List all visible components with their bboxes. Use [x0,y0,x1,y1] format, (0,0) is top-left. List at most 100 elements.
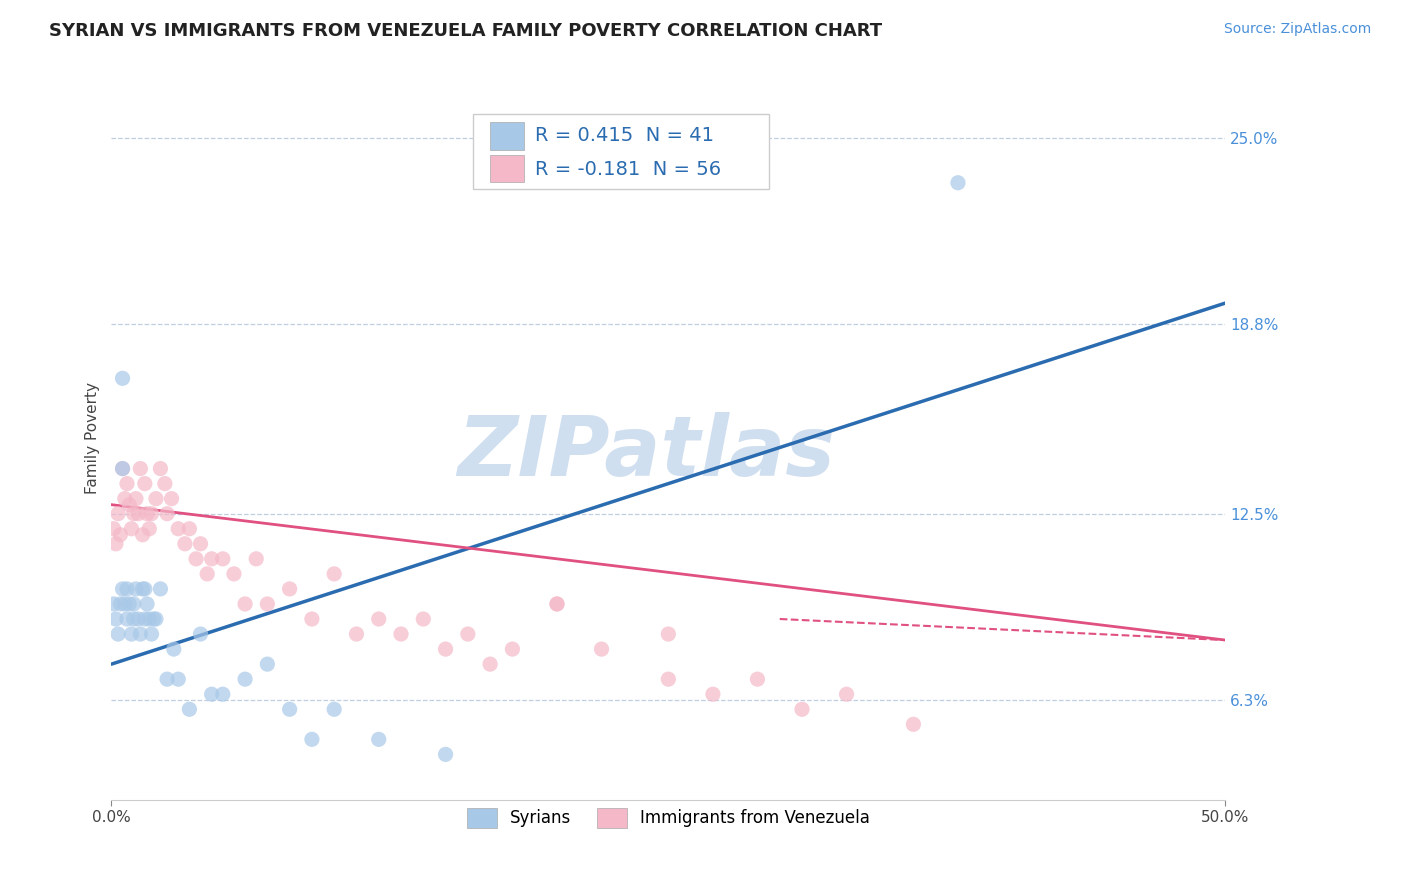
Point [104,612,127,626]
Point [110,528,132,542]
Point [118,597,141,611]
Point [233,597,256,611]
Point [104,537,127,551]
Point [103,522,125,536]
Point [156,672,179,686]
Point [120,627,142,641]
Point [195,566,218,581]
Point [903,717,925,731]
Point [163,642,186,657]
Point [134,612,156,626]
Point [434,747,457,762]
Point [657,627,679,641]
Bar [491,154,523,182]
Point [546,597,568,611]
Point [107,507,129,521]
Point [179,522,201,536]
Point [190,627,212,641]
Point [131,528,153,542]
Bar [491,122,523,150]
Point [167,672,190,686]
Point [389,627,412,641]
Point [127,507,149,521]
Text: ZIPatlas: ZIPatlas [457,412,835,493]
Point [131,582,153,596]
Point [111,461,134,475]
Point [256,657,278,672]
Point [107,627,129,641]
Point [747,672,769,686]
Point [301,732,323,747]
Point [125,582,148,596]
Point [103,597,125,611]
Point [245,551,267,566]
Point [278,582,301,596]
Point [153,476,176,491]
Point [136,507,159,521]
Point [367,612,389,626]
Point [702,687,724,701]
Point [134,582,156,596]
Point [141,627,163,641]
Point [201,551,224,566]
Point [256,597,278,611]
Point [546,597,568,611]
Point [790,702,813,716]
FancyBboxPatch shape [474,113,769,189]
Point [145,491,167,506]
Point [457,627,479,641]
Point [412,612,434,626]
Text: R = -0.181  N = 56: R = -0.181 N = 56 [534,160,721,178]
Point [111,461,134,475]
Point [479,657,502,672]
Text: Source: ZipAtlas.com: Source: ZipAtlas.com [1223,22,1371,37]
Point [145,612,167,626]
Point [122,612,145,626]
Point [118,498,141,512]
Point [346,627,368,641]
Point [149,461,172,475]
Point [114,597,136,611]
Point [125,491,148,506]
Point [141,507,163,521]
Point [111,582,134,596]
Point [222,566,245,581]
Point [129,627,152,641]
Point [167,522,190,536]
Point [138,522,160,536]
Point [946,176,969,190]
Point [115,476,138,491]
Point [156,507,179,521]
Point [233,672,256,686]
Point [138,612,160,626]
Point [211,687,233,701]
Point [122,507,145,521]
Point [122,597,145,611]
Text: SYRIAN VS IMMIGRANTS FROM VENEZUELA FAMILY POVERTY CORRELATION CHART: SYRIAN VS IMMIGRANTS FROM VENEZUELA FAMI… [49,22,883,40]
Point [179,702,201,716]
Point [201,687,224,701]
Point [278,702,301,716]
Point [115,612,138,626]
Legend: Syrians, Immigrants from Venezuela: Syrians, Immigrants from Venezuela [460,801,876,835]
Point [136,597,159,611]
Point [591,642,613,657]
Point [174,537,197,551]
Point [211,551,233,566]
Point [127,612,149,626]
Point [115,582,138,596]
Point [110,597,132,611]
Point [190,537,212,551]
Y-axis label: Family Poverty: Family Poverty [86,383,100,494]
Point [434,642,457,657]
Point [301,612,323,626]
Point [323,566,346,581]
Text: R = 0.415  N = 41: R = 0.415 N = 41 [534,126,714,145]
Point [367,732,389,747]
Point [657,672,679,686]
Point [142,612,165,626]
Point [114,491,136,506]
Point [149,582,172,596]
Point [184,551,207,566]
Point [134,476,156,491]
